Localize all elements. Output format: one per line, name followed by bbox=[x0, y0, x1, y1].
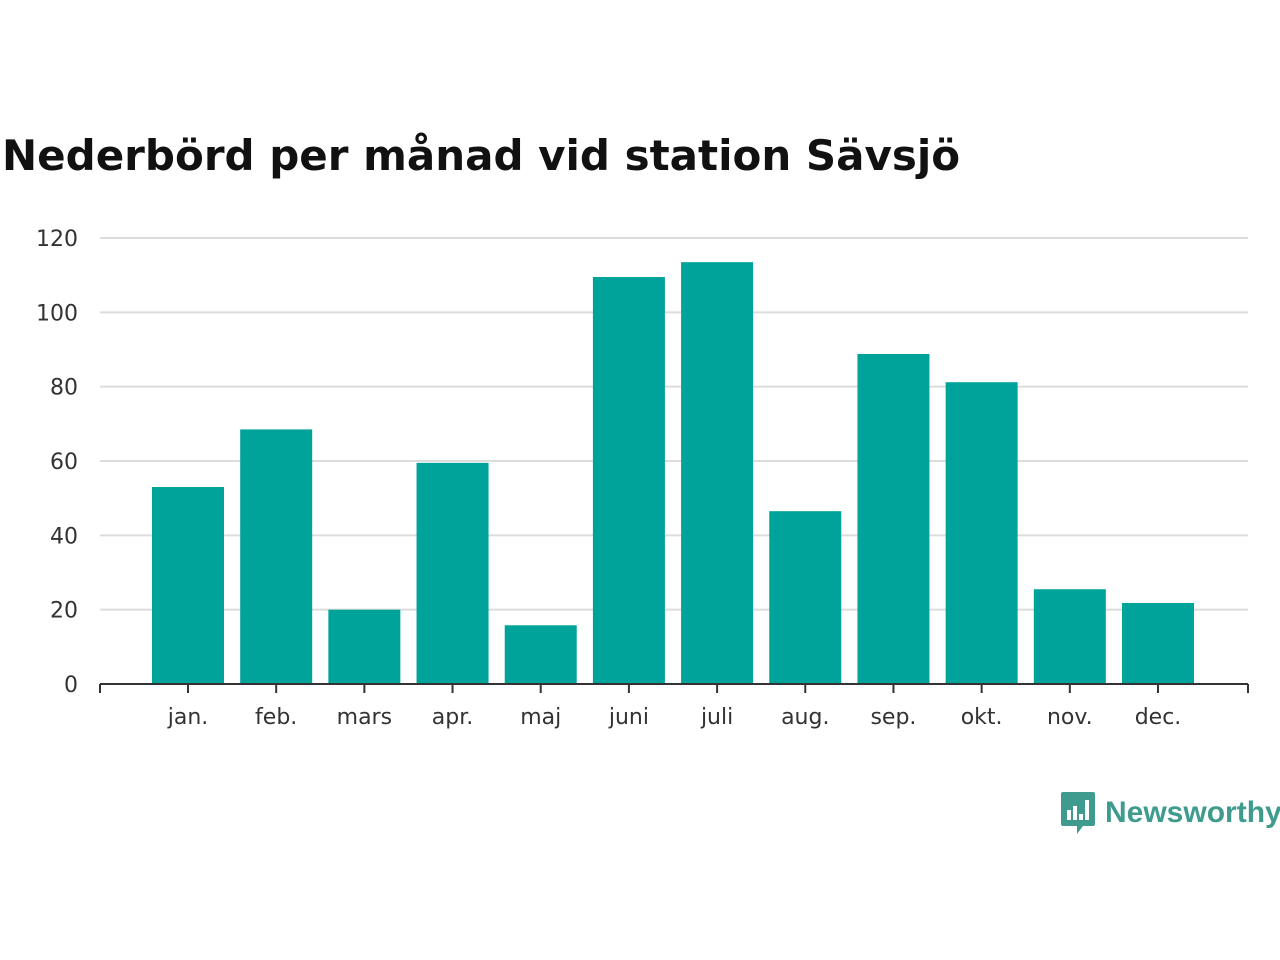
x-axis-ticks: jan. feb. mars apr. maj juni juli aug. sep. okt. n… bbox=[167, 684, 1182, 730]
bar-aug bbox=[769, 511, 842, 684]
x-tick-label: juli bbox=[700, 705, 733, 730]
brand-logo: Newsworthy bbox=[1059, 790, 1280, 836]
bar-juli bbox=[681, 262, 754, 684]
y-tick-label: 60 bbox=[50, 450, 78, 475]
brand-name: Newsworthy bbox=[1105, 796, 1280, 829]
x-tick-label: sep. bbox=[870, 705, 916, 730]
x-tick-label: dec. bbox=[1135, 705, 1182, 730]
x-tick-label: mars bbox=[337, 705, 392, 730]
bar-apr bbox=[416, 462, 489, 684]
chart-title: Nederbörd per månad vid station Sävsjö bbox=[2, 131, 961, 180]
bar-nov bbox=[1033, 589, 1106, 684]
x-tick-label: maj bbox=[520, 705, 561, 730]
x-axis bbox=[99, 683, 1249, 693]
x-tick-label: juni bbox=[608, 705, 649, 730]
y-tick-label: 120 bbox=[36, 227, 78, 252]
bar-feb bbox=[240, 429, 313, 684]
newsworthy-logo-icon bbox=[1061, 792, 1095, 834]
bar-jan bbox=[152, 487, 224, 684]
x-tick-label: jan. bbox=[167, 705, 209, 730]
x-tick-label: okt. bbox=[961, 705, 1003, 730]
y-tick-label: 80 bbox=[50, 376, 78, 401]
x-tick-label: apr. bbox=[432, 705, 473, 730]
x-tick-label: feb. bbox=[255, 705, 297, 730]
y-tick-label: 100 bbox=[36, 301, 78, 326]
y-tick-label: 20 bbox=[50, 599, 78, 624]
x-tick-label: nov. bbox=[1047, 705, 1093, 730]
bar-sep bbox=[857, 353, 930, 684]
bar-mars bbox=[328, 609, 401, 684]
x-tick-label: aug. bbox=[781, 705, 829, 730]
y-tick-label: 40 bbox=[50, 524, 78, 549]
bar-maj bbox=[504, 625, 577, 684]
bars bbox=[152, 262, 1194, 684]
bar-okt bbox=[945, 382, 1018, 684]
bar-dec bbox=[1122, 602, 1194, 684]
y-tick-label: 0 bbox=[64, 673, 78, 698]
bar-juni bbox=[592, 277, 665, 684]
y-axis-ticks: 0 20 40 60 80 100 120 bbox=[36, 227, 78, 698]
